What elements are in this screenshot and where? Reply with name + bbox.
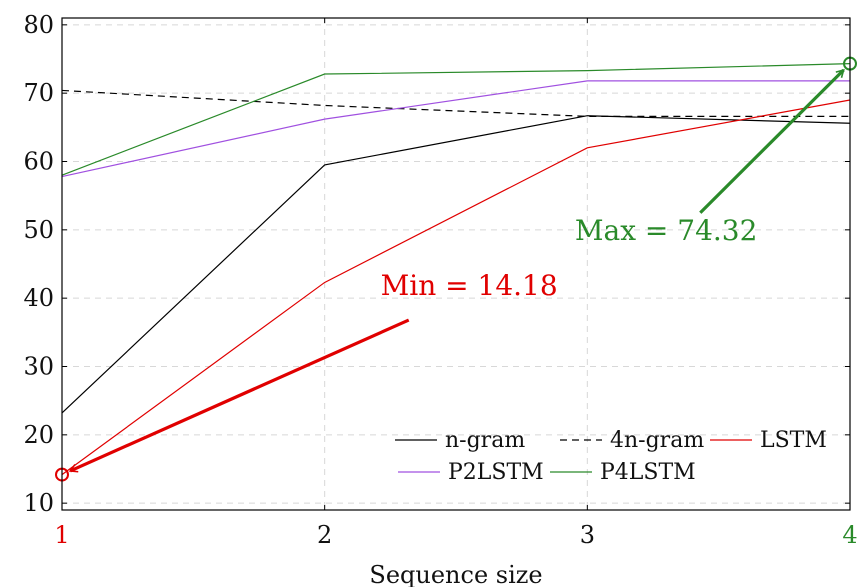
- grid-lines: [62, 18, 850, 510]
- x-tick-label: 1: [54, 521, 69, 549]
- legend-label: P4LSTM: [600, 460, 696, 485]
- y-tick-label: 70: [23, 79, 54, 107]
- series-line-n-gram: [61, 115, 851, 414]
- annotation-label: Min = 14.18: [381, 269, 558, 302]
- x-tick-label: 3: [580, 521, 595, 549]
- y-tick-label: 30: [23, 353, 54, 381]
- y-tick-label: 40: [23, 284, 54, 312]
- legend-label: LSTM: [760, 428, 827, 453]
- y-tick-label: 20: [23, 421, 54, 449]
- legend-label: 4n-gram: [610, 428, 704, 453]
- annotation-arrow: [68, 318, 410, 473]
- y-tick-label: 80: [23, 11, 54, 39]
- annotation-arrow: [699, 68, 845, 214]
- annotations: Min = 14.18 Max = 74.32: [55, 56, 857, 482]
- series-line-4n-gram: [61, 89, 850, 118]
- series-line-lstm: [61, 99, 851, 476]
- x-axis-title: Sequence size: [369, 561, 542, 587]
- plot-frame: [61, 17, 851, 511]
- legend-label: n-gram: [445, 428, 525, 453]
- series-line-p2lstm: [61, 80, 850, 178]
- annotation-label: Max = 74.32: [575, 214, 758, 247]
- x-tick-label: 2: [317, 521, 332, 549]
- y-tick-label: 50: [23, 216, 54, 244]
- series-lines: [61, 63, 851, 476]
- y-tick-label: 60: [23, 148, 54, 176]
- legend: n-gram 4n-gram LSTM P2LSTM P4LSTM: [395, 428, 827, 485]
- y-tick-label: 10: [23, 489, 54, 517]
- x-tick-label: 4: [842, 521, 857, 549]
- series-line-p4lstm: [61, 63, 851, 176]
- axis-ticks: 10 20 30 40 50 60 70 80 1 2 3 4: [23, 11, 857, 549]
- legend-label: P2LSTM: [448, 460, 544, 485]
